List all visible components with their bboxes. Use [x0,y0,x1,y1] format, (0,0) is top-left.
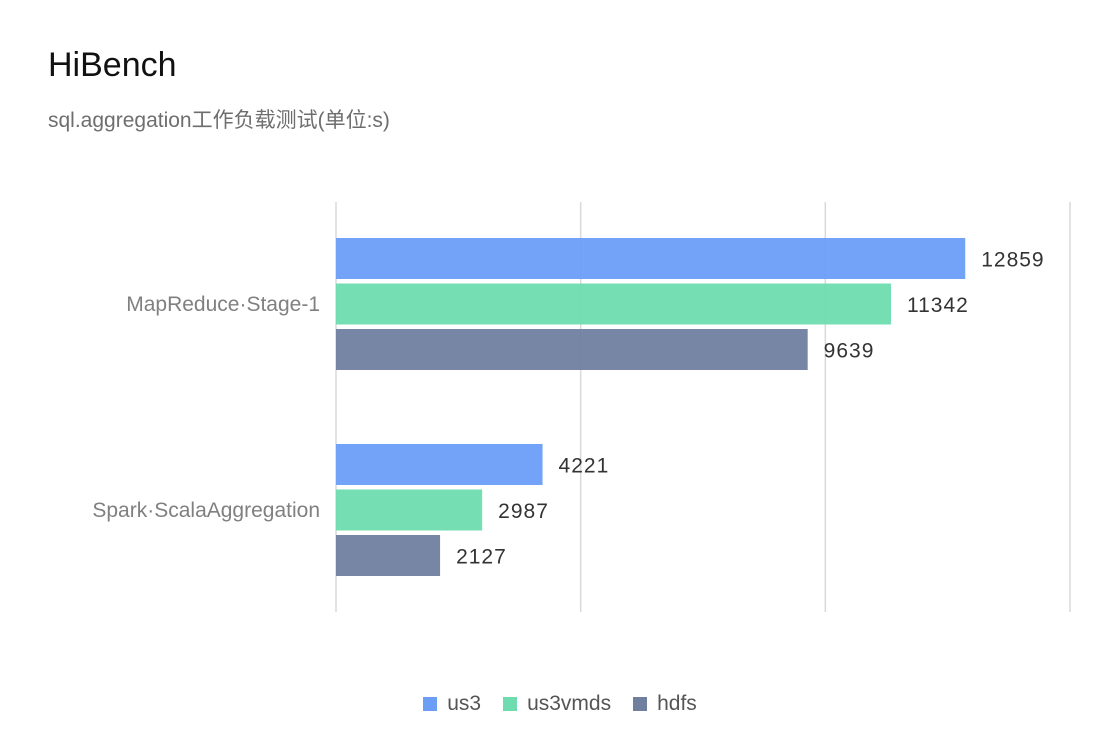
bar-hdfs-2 [336,535,441,576]
category-label: Spark·ScalaAggregation [92,499,320,522]
bar-us3vmds-1 [336,283,892,325]
legend-swatch-us3vmds [503,697,518,711]
legend: us3 us3vmds hdfs [0,692,1120,716]
value-label-us3vmds-2: 2987 [498,500,549,523]
category-label: MapReduce·Stage-1 [126,293,320,316]
bar-us3vmds-2 [336,489,483,531]
value-label-hdfs-2: 2127 [456,546,507,569]
legend-label-us3vmds: us3vmds [527,692,612,715]
legend-label-us3: us3 [447,692,482,715]
legend-item-us3vmds[interactable]: us3vmds [503,692,611,716]
chart-title: HiBench [48,46,177,84]
bar-us3-1 [336,238,966,279]
legend-item-hdfs[interactable]: hdfs [633,692,697,716]
chart-subtitle: sql.aggregation工作负载测试(单位:s) [48,109,390,132]
value-label-us3vmds-1: 11342 [907,294,969,317]
legend-item-us3[interactable]: us3 [423,692,481,716]
value-label-hdfs-1: 9639 [824,340,875,363]
bar-us3-2 [336,444,543,485]
value-label-us3-2: 4221 [559,455,610,478]
legend-label-hdfs: hdfs [657,692,697,715]
bar-hdfs-1 [336,329,808,370]
legend-swatch-hdfs [633,697,648,711]
value-label-us3-1: 12859 [981,249,1044,272]
legend-swatch-us3 [423,697,438,711]
